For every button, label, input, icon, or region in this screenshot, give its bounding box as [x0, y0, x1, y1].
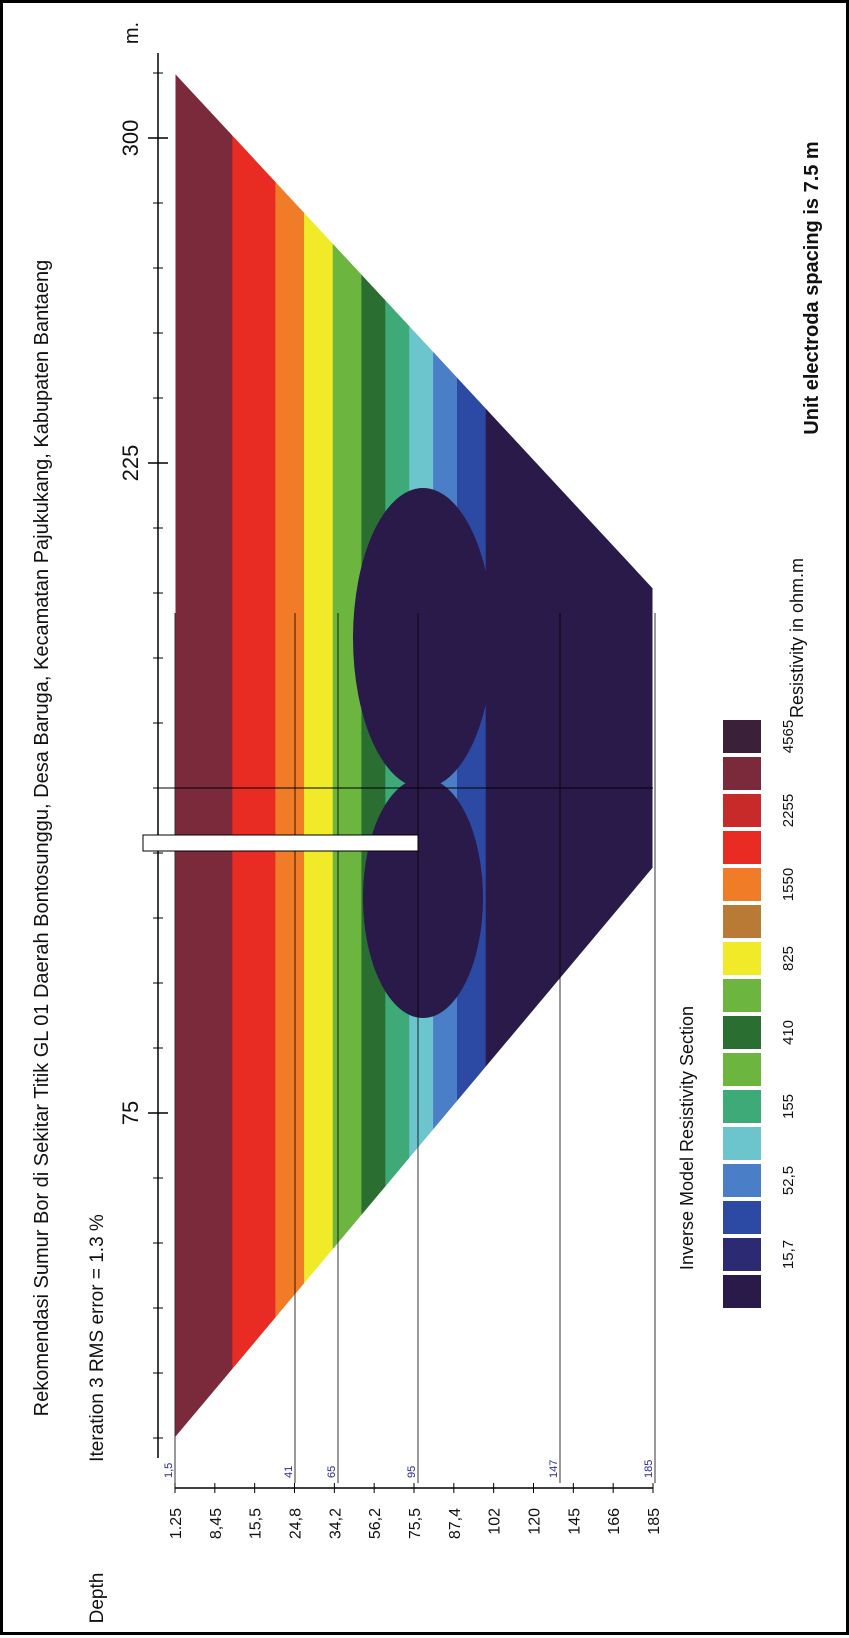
depth-marker-label: 65 — [326, 1466, 338, 1478]
depth-markers: 1,5 41 65 95 147 185 — [142, 613, 656, 1483]
legend-swatch — [723, 1164, 761, 1197]
depth-tick-label: 102 — [487, 1508, 504, 1535]
legend-swatch — [723, 1016, 761, 1049]
band-1 — [232, 73, 277, 1438]
depth-marker-label: 185 — [643, 1460, 655, 1478]
section-bands — [175, 73, 653, 1438]
x-unit-label: m. — [121, 22, 143, 44]
depth-tick-label: 120 — [527, 1508, 544, 1535]
legend-value-label: 155 — [780, 1094, 797, 1119]
resistivity-figure: Rekomendasi Sumur Bor di Sekitar Titik G… — [31, 22, 823, 1624]
depth-tick-label: 166 — [606, 1508, 623, 1535]
band-4 — [332, 73, 363, 1438]
low-resistivity-core — [363, 778, 483, 1018]
legend-value-label: 52,5 — [780, 1166, 797, 1195]
depth-tick-label: 145 — [566, 1508, 583, 1535]
legend-swatch — [723, 979, 761, 1012]
depth-tick-label: 15,5 — [248, 1508, 265, 1539]
low-resistivity-core — [353, 488, 493, 788]
legend-value-label: 1550 — [780, 868, 797, 901]
legend-swatch — [723, 720, 761, 753]
legend-title: Inverse Model Resistivity Section — [677, 1006, 697, 1270]
legend-swatch — [723, 794, 761, 827]
section-outline — [174, 71, 654, 1440]
x-tick-label: 225 — [118, 445, 143, 482]
depth-tick-label: 75,5 — [407, 1508, 424, 1539]
legend-swatch — [723, 942, 761, 975]
legend-swatch — [723, 1090, 761, 1123]
legend-swatch — [723, 1053, 761, 1086]
borehole-bar — [142, 834, 419, 852]
resistivity-section — [174, 71, 654, 1440]
band-0 — [175, 73, 234, 1438]
chart-title: Rekomendasi Sumur Bor di Sekitar Titik G… — [31, 260, 53, 1417]
rms-subtitle: Iteration 3 RMS error = 1.3 % — [87, 1214, 108, 1462]
depth-axis-label: Depth — [87, 1573, 108, 1624]
depth-marker-label: 147 — [548, 1460, 560, 1478]
depth-marker-label: 95 — [406, 1466, 418, 1478]
legend-swatch — [723, 1238, 761, 1271]
legend-swatch — [723, 905, 761, 938]
legend-swatch — [723, 1127, 761, 1160]
legend-swatch — [723, 831, 761, 864]
legend-value-label: 410 — [780, 1020, 797, 1045]
electrode-spacing-note: Unit electroda spacing is 7.5 m — [801, 141, 823, 434]
x-tick-label: 300 — [118, 120, 143, 157]
depth-tick-label: 185 — [646, 1508, 663, 1535]
depth-tick-label: 34,2 — [327, 1508, 344, 1539]
depth-marker-label: 1,5 — [163, 1463, 175, 1478]
depth-tick-label: 56,2 — [367, 1508, 384, 1539]
color-legend: 15,7 52,5 155 410 825 1550 2255 4565 Inverse Mod… — [677, 720, 797, 1308]
band-3 — [304, 73, 334, 1438]
band-5 — [361, 73, 387, 1438]
resistivity-unit-label: Resistivity in ohm.m — [787, 558, 807, 718]
depth-tick-label: 87,4 — [447, 1508, 464, 1539]
legend-swatch — [723, 1201, 761, 1234]
depth-tick-label: 24,8 — [288, 1508, 305, 1539]
x-tick-label: 75 — [118, 1101, 143, 1125]
legend-value-label: 825 — [780, 946, 797, 971]
depth-tick-label: 1.25 — [168, 1508, 185, 1539]
legend-swatch — [723, 757, 761, 790]
legend-value-label: 15,7 — [780, 1240, 797, 1269]
depth-marker-label: 41 — [283, 1466, 295, 1478]
depth-axis: 1.25 8,45 15,5 24,8 34,2 56,2 75,5 87,4 102 120 14… — [168, 1483, 663, 1539]
band-2 — [275, 73, 306, 1438]
legend-swatch — [723, 1275, 761, 1308]
legend-value-label: 4565 — [780, 720, 797, 753]
legend-value-label: 2255 — [780, 794, 797, 827]
band-10 — [485, 73, 653, 1438]
legend-swatch — [723, 868, 761, 901]
x-axis: 75 225 300 m. — [118, 22, 168, 1458]
depth-tick-label: 8,45 — [208, 1508, 225, 1539]
